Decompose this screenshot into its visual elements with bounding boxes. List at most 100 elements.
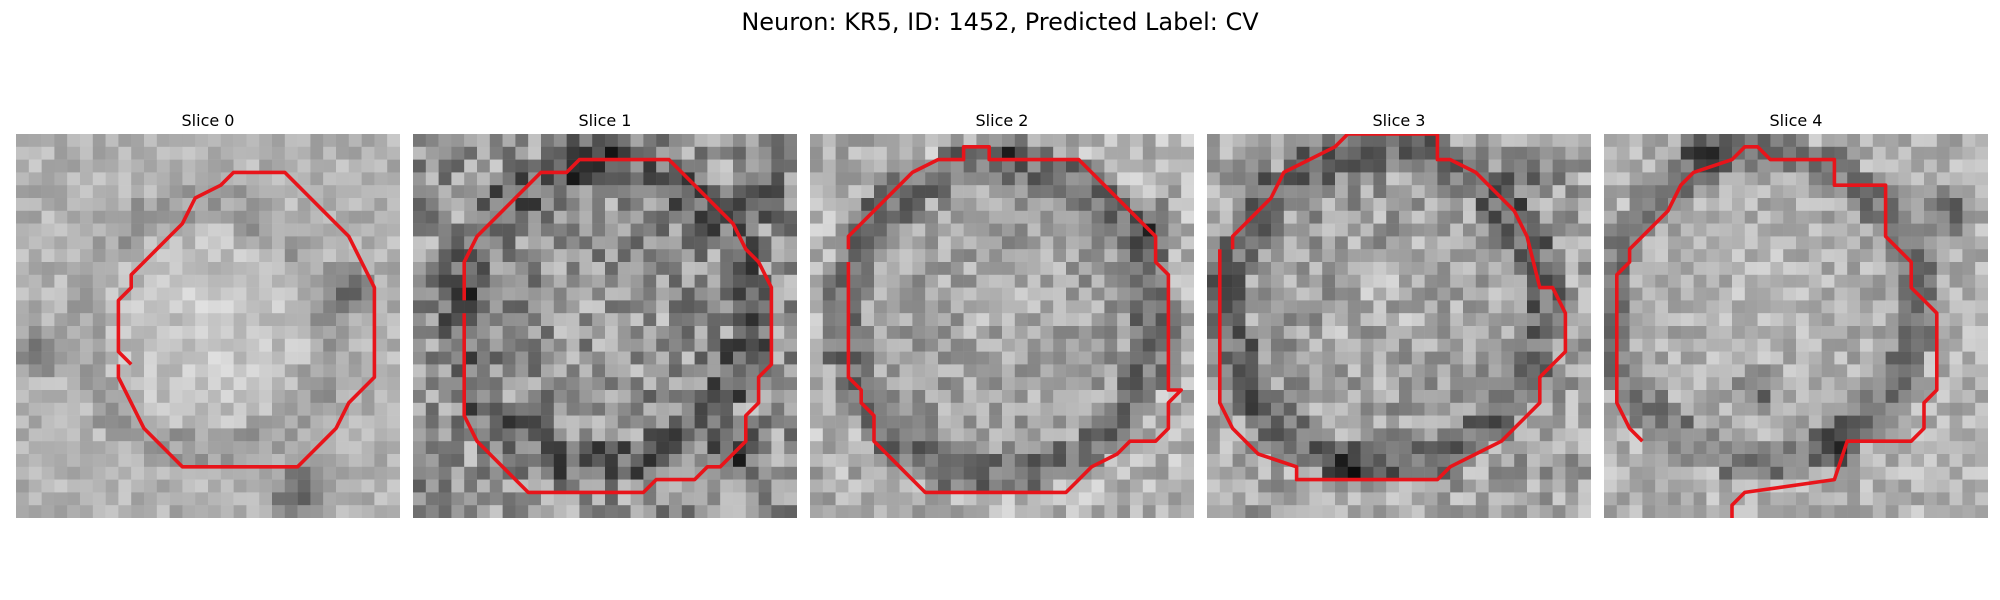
image-pixel [477,262,491,276]
image-pixel [297,159,311,173]
image-pixel [1604,146,1618,160]
image-pixel [515,274,529,288]
image-pixel [1027,364,1041,378]
image-pixel [1360,134,1374,148]
image-pixel [1424,479,1438,493]
image-pixel [208,454,222,468]
image-pixel [822,351,836,365]
image-pixel [1552,415,1566,429]
image-pixel [1821,326,1835,340]
image-pixel [156,466,170,480]
image-pixel [630,351,644,365]
image-pixel [810,492,824,506]
image-pixel [413,287,427,301]
image-pixel [617,134,631,148]
image-pixel [1373,415,1387,429]
image-pixel [592,300,606,314]
image-pixel [1053,210,1067,224]
image-pixel [835,274,849,288]
image-pixel [1411,351,1425,365]
image-pixel [1002,390,1016,404]
image-pixel [822,236,836,250]
image-pixel [1027,313,1041,327]
image-pixel [848,159,862,173]
image-pixel [1399,505,1413,518]
image-pixel [1501,364,1515,378]
image-pixel [963,287,977,301]
image-pixel [489,159,503,173]
image-pixel [297,249,311,263]
image-pixel [272,377,286,391]
image-pixel [1616,249,1630,263]
image-pixel [425,172,439,186]
image-pixel [1680,274,1694,288]
image-pixel [1040,364,1054,378]
image-pixel [989,390,1003,404]
image-pixel [28,249,42,263]
image-pixel [220,262,234,276]
image-pixel [310,377,324,391]
image-pixel [1642,402,1656,416]
image-pixel [1501,441,1515,455]
image-pixel [1181,198,1194,212]
image-pixel [1936,351,1950,365]
image-pixel [336,441,350,455]
image-pixel [413,326,427,340]
image-pixel [1181,338,1194,352]
image-pixel [1258,364,1272,378]
image-pixel [1168,428,1182,442]
image-pixel [1616,210,1630,224]
image-pixel [1539,236,1553,250]
image-pixel [1629,377,1643,391]
image-pixel [438,351,452,365]
image-pixel [54,223,68,237]
image-pixel [1744,249,1758,263]
image-pixel [1539,338,1553,352]
image-pixel [1360,364,1374,378]
image-pixel [233,185,247,199]
image-pixel [1706,198,1720,212]
image-pixel [1962,351,1976,365]
image-pixel [1514,159,1528,173]
image-pixel [566,198,580,212]
image-pixel [874,249,888,263]
image-pixel [310,351,324,365]
image-pixel [297,313,311,327]
image-pixel [669,313,683,327]
image-pixel [1104,236,1118,250]
image-pixel [156,326,170,340]
image-pixel [246,326,260,340]
image-pixel [131,210,145,224]
image-pixel [643,364,657,378]
image-pixel [1002,236,1016,250]
image-pixel [413,159,427,173]
image-pixel [1693,223,1707,237]
image-pixel [720,326,734,340]
image-pixel [963,159,977,173]
image-pixel [1155,146,1169,160]
image-pixel [1475,236,1489,250]
image-pixel [1347,351,1361,365]
image-pixel [1168,415,1182,429]
image-pixel [1680,338,1694,352]
image-pixel [886,262,900,276]
image-pixel [477,492,491,506]
image-pixel [643,134,657,148]
image-pixel [745,210,759,224]
image-pixel [1347,479,1361,493]
image-pixel [989,172,1003,186]
image-pixel [1962,390,1976,404]
image-pixel [925,262,939,276]
image-pixel [1783,466,1797,480]
image-pixel [553,377,567,391]
image-pixel [1552,326,1566,340]
image-pixel [656,338,670,352]
image-pixel [528,441,542,455]
image-pixel [592,415,606,429]
image-pixel [528,146,542,160]
image-pixel [1732,210,1746,224]
image-pixel [259,172,273,186]
image-pixel [938,300,952,314]
image-pixel [233,313,247,327]
image-pixel [1488,172,1502,186]
